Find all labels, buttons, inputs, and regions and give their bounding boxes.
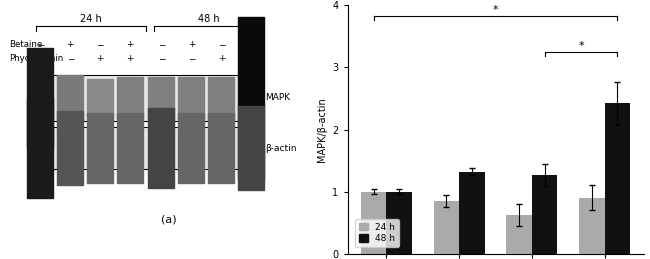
Bar	[387, 192, 412, 254]
Bar	[117, 77, 143, 119]
Text: 48 h: 48 h	[198, 14, 219, 24]
Text: −: −	[36, 54, 44, 63]
Bar	[434, 201, 459, 254]
Bar	[209, 113, 235, 183]
Text: −: −	[188, 54, 195, 63]
Y-axis label: MAPK/β-actin: MAPK/β-actin	[317, 97, 327, 162]
Text: +: +	[127, 54, 134, 63]
Text: Phycocyanin: Phycocyanin	[9, 54, 63, 63]
Text: (a): (a)	[161, 214, 177, 224]
Text: +: +	[248, 40, 255, 49]
Bar	[148, 108, 174, 188]
Bar	[361, 192, 387, 254]
Bar	[117, 113, 143, 183]
Bar	[148, 77, 174, 119]
Text: +: +	[127, 40, 134, 49]
Bar	[31, 127, 263, 169]
Bar	[604, 103, 630, 254]
Bar	[57, 111, 83, 185]
Bar	[27, 48, 53, 148]
Text: +: +	[96, 54, 104, 63]
Text: −: −	[218, 40, 225, 49]
Bar	[87, 113, 113, 183]
Bar	[178, 77, 204, 119]
Text: β-actin: β-actin	[266, 144, 297, 153]
Bar	[178, 113, 204, 183]
Bar	[27, 98, 53, 198]
Bar	[506, 215, 532, 254]
Text: +: +	[218, 54, 225, 63]
Text: *: *	[578, 41, 584, 51]
Bar	[239, 17, 265, 179]
Text: −: −	[158, 54, 165, 63]
Bar	[459, 172, 485, 254]
Text: +: +	[248, 54, 255, 63]
Bar	[87, 79, 113, 117]
Text: 24 h: 24 h	[80, 14, 102, 24]
Text: −: −	[66, 54, 74, 63]
Text: −: −	[158, 40, 165, 49]
Text: Betaine: Betaine	[9, 40, 42, 49]
Text: *: *	[493, 5, 499, 15]
Text: −: −	[96, 40, 104, 49]
Bar	[532, 175, 557, 254]
Text: +: +	[188, 40, 195, 49]
Bar	[579, 198, 604, 254]
Text: MAPK: MAPK	[266, 93, 291, 102]
Bar	[57, 75, 83, 120]
Text: +: +	[66, 40, 74, 49]
Bar	[31, 75, 263, 121]
Bar	[209, 77, 235, 119]
Bar	[239, 106, 265, 190]
Text: −: −	[36, 40, 44, 49]
Legend: 24 h, 48 h: 24 h, 48 h	[355, 219, 398, 247]
